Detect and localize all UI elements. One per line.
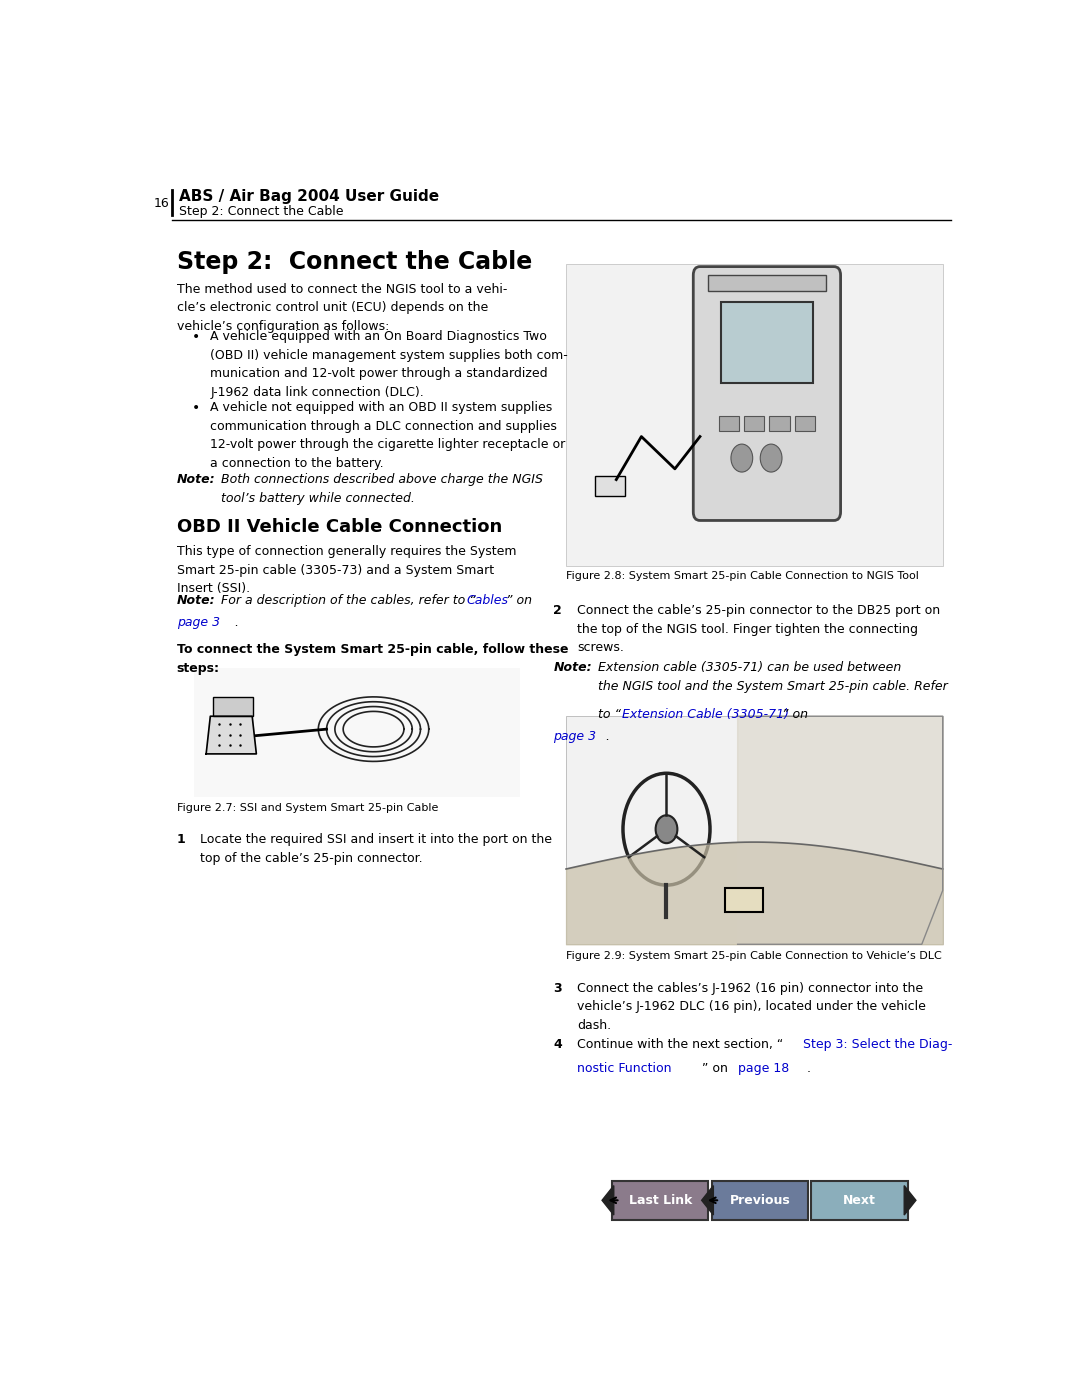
Bar (612, 1180, 708, 1220)
Text: Both connections described above charge the NGIS
tool’s battery while connected.: Both connections described above charge … (221, 474, 543, 504)
Circle shape (656, 816, 677, 844)
Text: Figure 2.7: SSI and System Smart 25-pin Cable: Figure 2.7: SSI and System Smart 25-pin … (177, 803, 438, 813)
Text: Cables: Cables (467, 594, 509, 606)
Text: The method used to connect the NGIS tool to a vehi-
cle’s electronic control uni: The method used to connect the NGIS tool… (177, 282, 508, 332)
Text: •: • (192, 401, 200, 415)
Bar (712, 1180, 808, 1220)
Text: OBD II Vehicle Cable Connection: OBD II Vehicle Cable Connection (177, 518, 502, 536)
Polygon shape (738, 717, 943, 944)
Bar (725, 888, 762, 912)
Bar (795, 416, 814, 432)
Polygon shape (904, 1186, 916, 1215)
Text: 1: 1 (177, 834, 186, 847)
Text: .: . (606, 731, 609, 743)
Text: ” on: ” on (702, 1062, 731, 1074)
Polygon shape (206, 717, 256, 754)
Text: ” on: ” on (505, 594, 531, 606)
Text: nostic Function: nostic Function (577, 1062, 672, 1074)
Text: Step 3: Select the Diag-: Step 3: Select the Diag- (802, 1038, 953, 1051)
Text: Connect the cable’s 25-pin connector to the DB25 port on
the top of the NGIS too: Connect the cable’s 25-pin connector to … (577, 605, 940, 654)
Text: page 18: page 18 (738, 1062, 788, 1074)
Text: ABS / Air Bag 2004 User Guide: ABS / Air Bag 2004 User Guide (178, 189, 438, 204)
Text: 2: 2 (554, 605, 563, 617)
Text: Continue with the next section, “: Continue with the next section, “ (577, 1038, 783, 1051)
Text: To connect the System Smart 25-pin cable, follow these
steps:: To connect the System Smart 25-pin cable… (177, 643, 568, 675)
Circle shape (760, 444, 782, 472)
Polygon shape (602, 1186, 613, 1215)
Text: 4: 4 (554, 1038, 563, 1051)
Text: .: . (807, 1062, 811, 1074)
Text: 3: 3 (554, 982, 562, 995)
Bar (193, 668, 521, 796)
Text: Note:: Note: (554, 661, 592, 675)
Text: Note:: Note: (177, 594, 216, 606)
Bar (213, 697, 253, 717)
Text: ” on: ” on (782, 708, 808, 721)
Text: A vehicle not equipped with an OBD II system supplies
communication through a DL: A vehicle not equipped with an OBD II sy… (211, 401, 566, 469)
Text: Figure 2.8: System Smart 25-pin Cable Connection to NGIS Tool: Figure 2.8: System Smart 25-pin Cable Co… (566, 571, 919, 581)
Text: Step 2: Connect the Cable: Step 2: Connect the Cable (178, 205, 343, 218)
Text: page 3: page 3 (554, 731, 596, 743)
Bar (566, 264, 943, 566)
Bar (769, 416, 789, 432)
Text: Last Link: Last Link (629, 1194, 692, 1207)
Bar (744, 416, 765, 432)
Bar (595, 476, 624, 496)
Text: This type of connection generally requires the System
Smart 25-pin cable (3305-7: This type of connection generally requir… (177, 545, 516, 595)
Bar (566, 717, 943, 944)
Bar (721, 302, 813, 383)
FancyBboxPatch shape (693, 267, 840, 521)
Bar (719, 416, 740, 432)
Text: Previous: Previous (729, 1194, 791, 1207)
Polygon shape (702, 1186, 714, 1215)
Circle shape (731, 444, 753, 472)
Text: to “: to “ (598, 708, 621, 721)
Text: Extension Cable (3305-71): Extension Cable (3305-71) (622, 708, 789, 721)
Text: Extension cable (3305-71) can be used between
the NGIS tool and the System Smart: Extension cable (3305-71) can be used be… (598, 661, 947, 693)
Text: Locate the required SSI and insert it into the port on the
top of the cable’s 25: Locate the required SSI and insert it in… (200, 834, 552, 865)
Bar (708, 275, 825, 292)
Text: Connect the cables’s J-1962 (16 pin) connector into the
vehicle’s J-1962 DLC (16: Connect the cables’s J-1962 (16 pin) con… (577, 982, 926, 1032)
Bar (811, 1180, 907, 1220)
Text: For a description of the cables, refer to “: For a description of the cables, refer t… (221, 594, 476, 606)
Text: Step 2:  Connect the Cable: Step 2: Connect the Cable (177, 250, 532, 274)
Text: Figure 2.9: System Smart 25-pin Cable Connection to Vehicle’s DLC: Figure 2.9: System Smart 25-pin Cable Co… (566, 951, 942, 961)
Text: page 3: page 3 (177, 616, 220, 629)
Text: .: . (233, 616, 238, 629)
Text: •: • (192, 330, 200, 344)
Text: A vehicle equipped with an On Board Diagnostics Two
(OBD II) vehicle management : A vehicle equipped with an On Board Diag… (211, 330, 568, 398)
Text: 16: 16 (153, 197, 170, 210)
Text: Note:: Note: (177, 474, 216, 486)
Text: Next: Next (843, 1194, 876, 1207)
